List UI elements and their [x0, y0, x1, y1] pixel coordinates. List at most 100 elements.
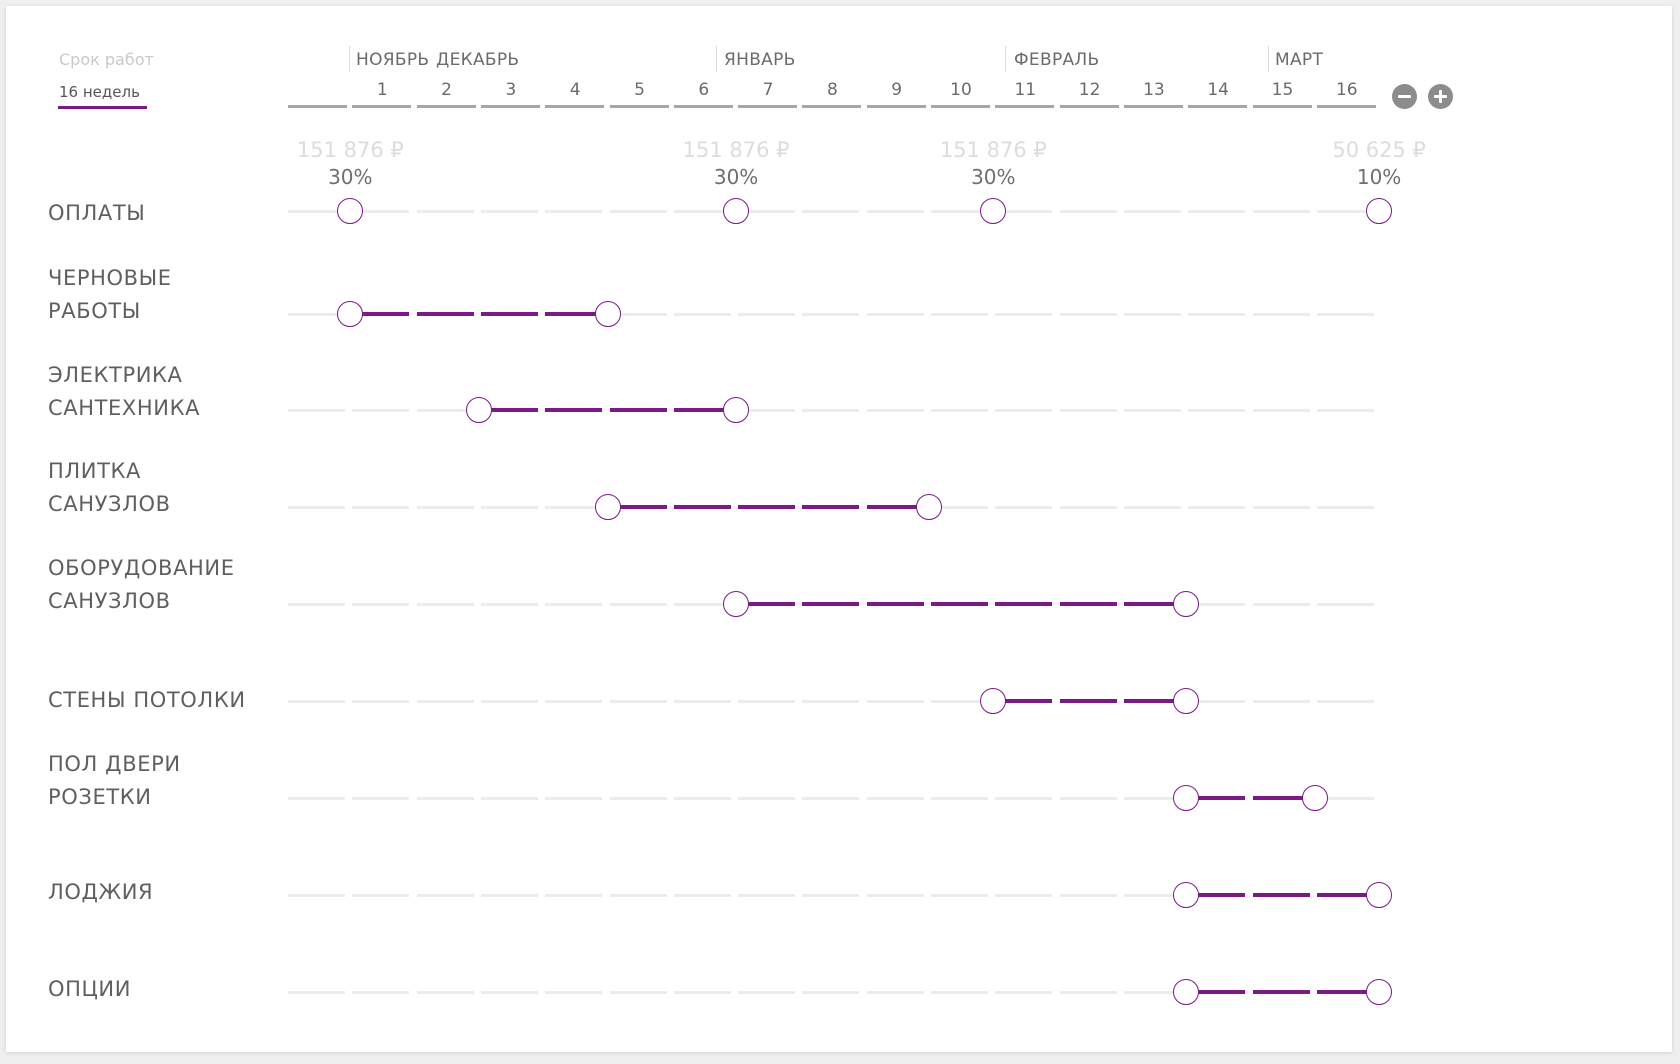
- task-end-handle[interactable]: [1366, 979, 1393, 1005]
- task-start-handle[interactable]: [465, 397, 492, 423]
- task-segment: [866, 990, 924, 994]
- week-number: 9: [891, 80, 903, 100]
- task-segment: [416, 505, 474, 509]
- row-label-line: РОЗЕТКИ: [48, 785, 152, 809]
- task-segment: [866, 893, 924, 897]
- task-segment: [1123, 699, 1181, 703]
- row-label-line: ПОЛ ДВЕРИ: [48, 752, 181, 776]
- task-end-handle[interactable]: [1366, 882, 1393, 908]
- task-start-handle[interactable]: [980, 688, 1007, 714]
- task-segment: [545, 699, 603, 703]
- task-segment: [1123, 408, 1181, 412]
- task-segment: [1123, 602, 1181, 606]
- row-label-task: ЛОДЖИЯ: [48, 876, 288, 909]
- task-segment: [866, 602, 924, 606]
- task-segment: [673, 602, 731, 606]
- task-segment: [866, 796, 924, 800]
- task-end-handle[interactable]: [1173, 591, 1200, 617]
- task-segment: [995, 796, 1053, 800]
- task-segment: [931, 990, 988, 994]
- task-segment: [995, 505, 1053, 509]
- payment-handle[interactable]: [723, 198, 750, 224]
- task-start-handle[interactable]: [1173, 979, 1200, 1005]
- week-bar: [866, 105, 926, 108]
- row-label-line: САНУЗЛОВ: [48, 492, 171, 516]
- task-end-handle[interactable]: [1301, 785, 1328, 811]
- week-number: 16: [1335, 80, 1358, 100]
- payments-segment: [609, 209, 667, 213]
- task-segment: [609, 990, 667, 994]
- task-segment: [352, 893, 410, 897]
- week-bar: [1059, 105, 1119, 108]
- week-bar: [1252, 105, 1312, 108]
- row-label-line: ЧЕРНОВЫЕ: [48, 266, 172, 290]
- payments-segment: [480, 209, 538, 213]
- task-segment: [1188, 408, 1246, 412]
- row-label-task: ОПЦИИ: [48, 973, 288, 1006]
- week-number: 14: [1207, 80, 1229, 100]
- task-segment: [609, 602, 667, 606]
- task-end-handle[interactable]: [916, 494, 942, 520]
- task-segment: [545, 312, 603, 316]
- task-start-handle[interactable]: [337, 301, 364, 327]
- task-segment: [1316, 408, 1374, 412]
- task-end-handle[interactable]: [1173, 688, 1200, 714]
- task-segment: [738, 990, 796, 994]
- task-segment: [1316, 602, 1374, 606]
- task-segment: [1123, 893, 1181, 897]
- payments-segment: [352, 209, 410, 213]
- term-underline: [58, 106, 147, 109]
- task-segment: [995, 990, 1053, 994]
- minus-circle-icon: [1398, 95, 1411, 98]
- task-segment: [480, 312, 538, 316]
- task-start-handle[interactable]: [1173, 882, 1200, 908]
- month-label: ЯНВАРЬ: [724, 50, 796, 70]
- task-segment: [609, 408, 667, 412]
- task-segment: [1123, 796, 1181, 800]
- task-segment: [1059, 312, 1117, 316]
- task-end-handle[interactable]: [594, 301, 621, 327]
- task-start-handle[interactable]: [723, 591, 750, 617]
- task-segment: [480, 990, 538, 994]
- payment-percent: 30%: [971, 165, 1016, 189]
- task-segment: [673, 505, 731, 509]
- row-label-line: ЛОДЖИЯ: [48, 880, 154, 904]
- task-segment: [416, 312, 474, 316]
- term-value[interactable]: 16 недель: [59, 83, 140, 101]
- month-label: ДЕКАБРЬ: [436, 50, 520, 70]
- task-segment: [288, 505, 345, 509]
- task-segment: [673, 699, 731, 703]
- task-segment: [609, 505, 667, 509]
- payments-segment: [995, 209, 1053, 213]
- payment-percent: 30%: [328, 165, 373, 189]
- task-segment: [288, 312, 345, 316]
- week-bar: [1316, 105, 1376, 108]
- task-segment: [1188, 602, 1246, 606]
- task-end-handle[interactable]: [723, 397, 750, 423]
- task-segment: [802, 893, 860, 897]
- task-segment: [738, 699, 796, 703]
- week-bar: [673, 105, 733, 108]
- zoom-out-button[interactable]: [1392, 84, 1417, 109]
- payments-segment: [1188, 209, 1246, 213]
- task-segment: [416, 990, 474, 994]
- task-start-handle[interactable]: [1173, 785, 1200, 811]
- task-segment: [931, 602, 988, 606]
- task-segment: [802, 505, 860, 509]
- row-label-payments: ОПЛАТЫ: [48, 201, 146, 225]
- payment-handle[interactable]: [980, 198, 1007, 224]
- task-segment: [995, 408, 1053, 412]
- zoom-in-button[interactable]: [1428, 84, 1453, 109]
- payment-handle[interactable]: [1366, 198, 1393, 224]
- task-segment: [802, 408, 860, 412]
- task-segment: [1252, 796, 1310, 800]
- task-segment: [416, 408, 474, 412]
- payment-percent: 10%: [1356, 165, 1402, 189]
- task-segment: [866, 312, 924, 316]
- week-number: 2: [441, 80, 452, 100]
- task-segment: [609, 699, 667, 703]
- week-number: 3: [505, 80, 517, 100]
- payment-handle[interactable]: [337, 198, 364, 224]
- term-label: Срок работ: [59, 50, 154, 69]
- task-start-handle[interactable]: [594, 494, 621, 520]
